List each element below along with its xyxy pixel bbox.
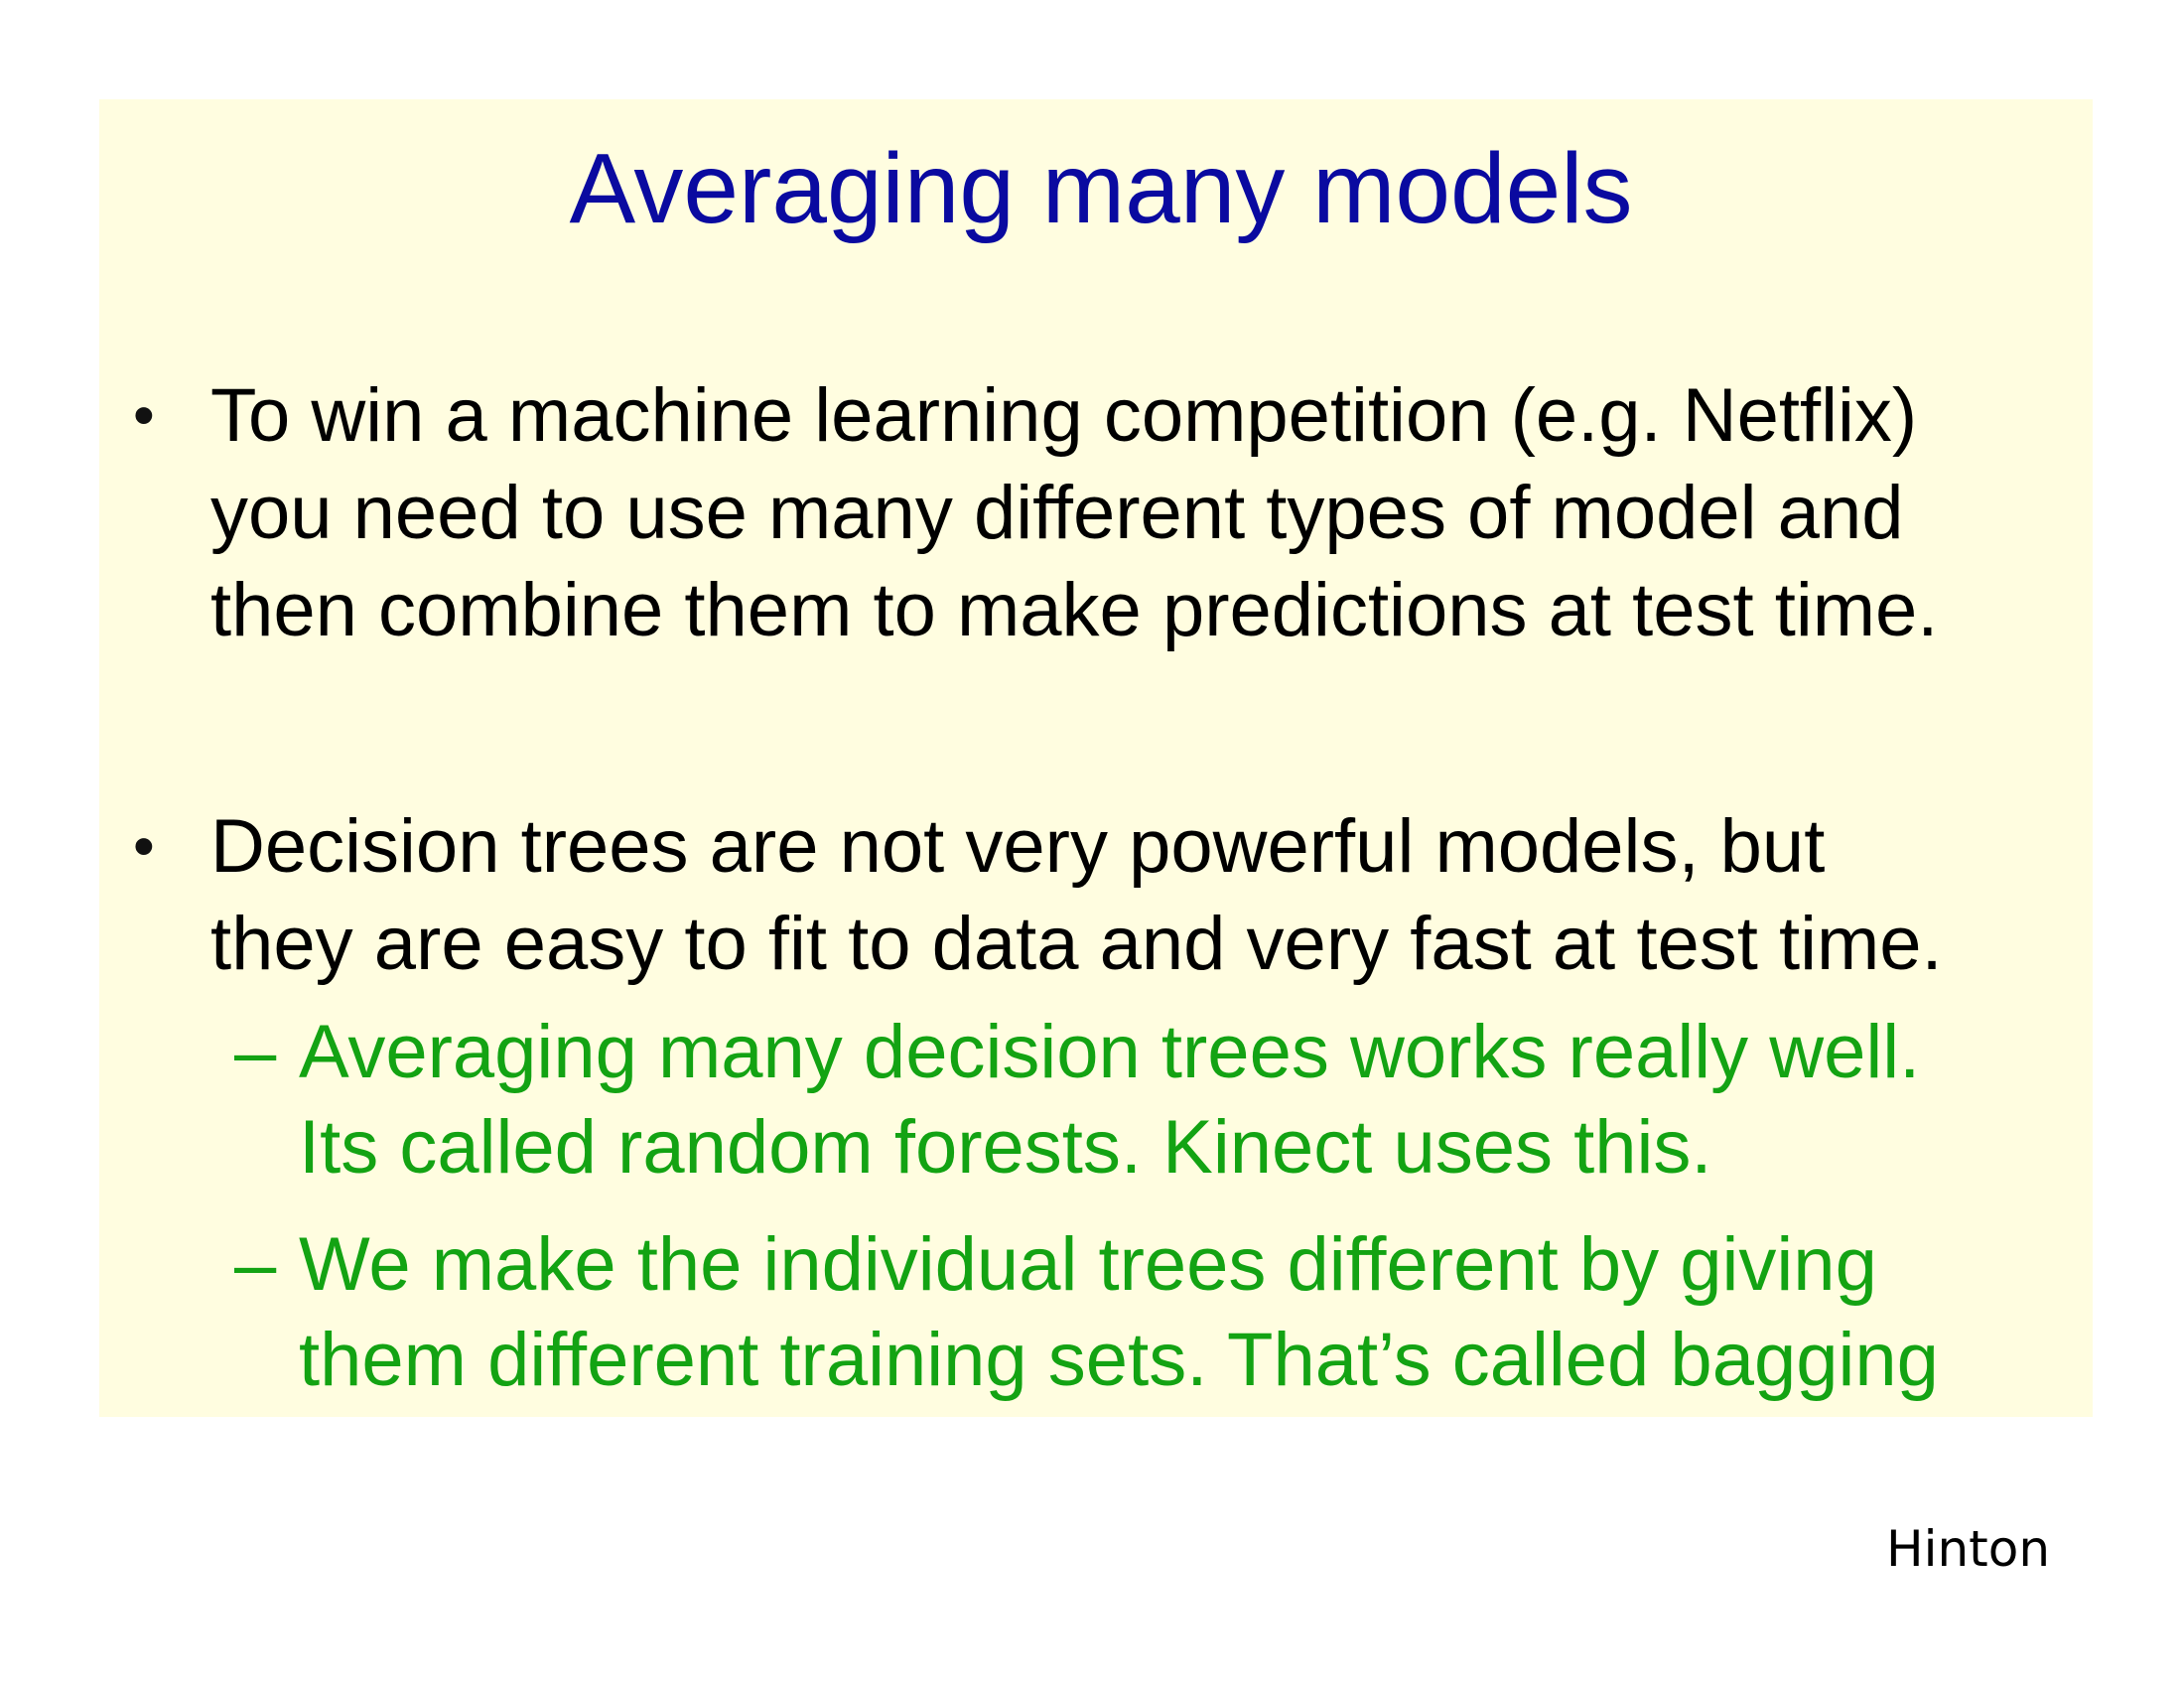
bullet-line: you need to use many different types of … [210, 471, 1904, 555]
slide-title: Averaging many models [569, 133, 1633, 244]
sub-bullet-marker: – [234, 1222, 277, 1307]
bullet-marker: • [133, 381, 155, 450]
sub-bullet-text: Averaging many decision trees works real… [299, 1005, 1920, 1196]
sub-bullet-line: Its called random forests. Kinect uses t… [299, 1105, 1712, 1190]
sub-bullet-text: We make the individual trees different b… [299, 1217, 1939, 1408]
sub-bullet-line: Averaging many decision trees works real… [299, 1010, 1921, 1094]
sub-bullet-marker: – [234, 1010, 277, 1094]
bullet-text: To win a machine learning competition (e… [210, 367, 1938, 659]
sub-bullet-line: them different training sets. That’s cal… [299, 1318, 1939, 1402]
author-credit: Hinton [1886, 1520, 2051, 1578]
slide-panel [99, 99, 2093, 1417]
bullet-marker: • [133, 812, 155, 881]
sub-bullet-line: We make the individual trees different b… [299, 1222, 1877, 1307]
bullet-line: Decision trees are not very powerful mod… [210, 804, 1826, 889]
bullet-text: Decision trees are not very powerful mod… [210, 798, 1943, 993]
bullet-line: then combine them to make predictions at… [210, 568, 1939, 652]
bullet-line: To win a machine learning competition (e… [210, 373, 1918, 458]
bullet-line: they are easy to fit to data and very fa… [210, 902, 1943, 986]
